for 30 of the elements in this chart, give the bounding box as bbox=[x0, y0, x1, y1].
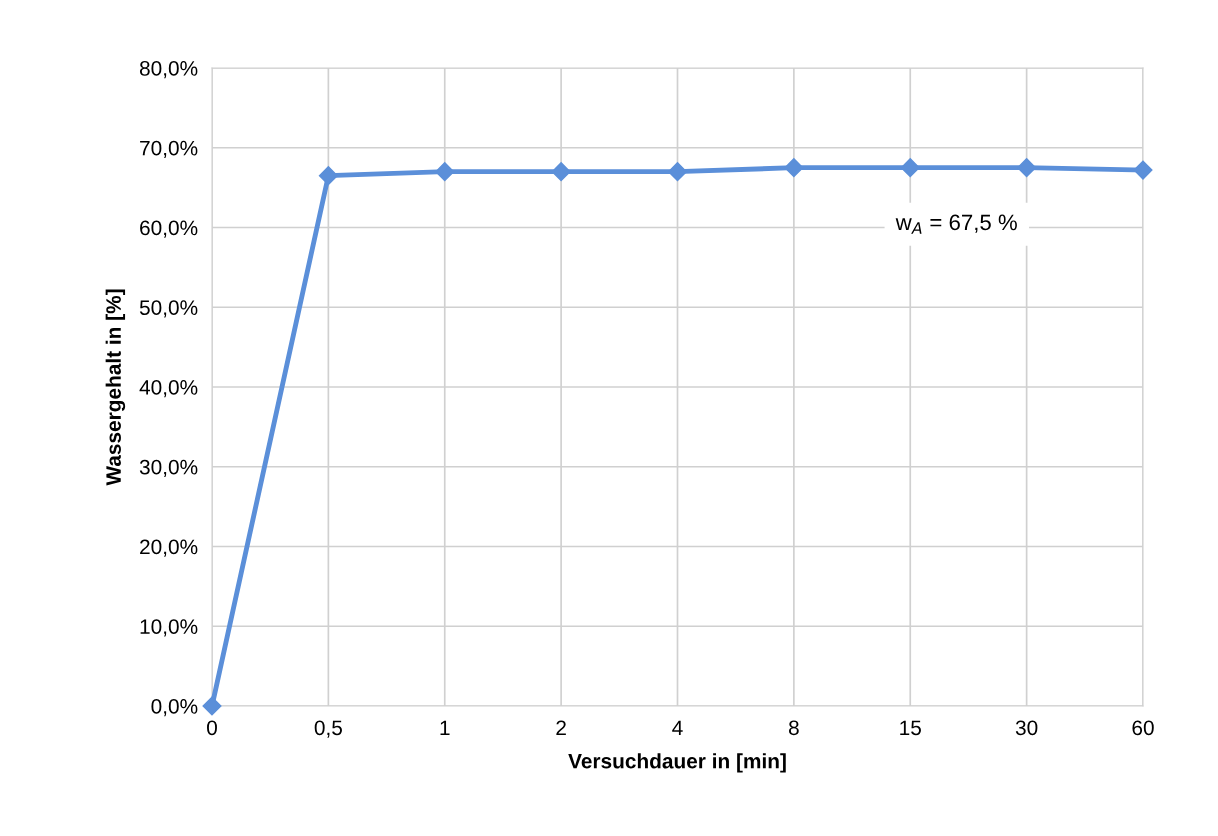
x-tick-label: 2 bbox=[556, 720, 566, 735]
x-tick-label: 1 bbox=[440, 720, 450, 735]
x-axis-title: Versuchdauer in [min] bbox=[568, 753, 786, 773]
point bbox=[667, 162, 688, 182]
y-tick-label: 30,0% bbox=[139, 459, 198, 477]
point bbox=[435, 162, 455, 182]
x-tick-label: 15 bbox=[900, 720, 921, 736]
x-tick-label: 30 bbox=[1015, 720, 1038, 736]
y-tick-label: 20,0% bbox=[140, 539, 198, 557]
x-tick-label: 4 bbox=[672, 720, 683, 735]
point bbox=[202, 696, 222, 716]
y-tick-label: 50,0% bbox=[139, 300, 198, 318]
y-tick-label: 80,0% bbox=[139, 61, 198, 79]
y-tick-label: 10,0% bbox=[140, 619, 198, 637]
point bbox=[900, 158, 920, 178]
y-tick-label: 0,0% bbox=[151, 699, 198, 717]
point bbox=[551, 162, 571, 182]
y-tick-label: 60,0% bbox=[140, 220, 198, 238]
point bbox=[784, 158, 804, 178]
y-tick-label: 70,0% bbox=[140, 140, 198, 158]
x-tick-label: 0,5 bbox=[314, 720, 342, 738]
x-tick-label: 0 bbox=[207, 720, 217, 736]
point bbox=[1133, 160, 1153, 180]
point bbox=[318, 166, 338, 186]
x-tick-label: 8 bbox=[788, 720, 799, 736]
point bbox=[1017, 158, 1037, 178]
y-tick-label: 40,0% bbox=[139, 380, 198, 398]
y-axis-title: Wassergehalt in [%] bbox=[105, 289, 126, 486]
x-tick-label: 60 bbox=[1132, 720, 1154, 736]
annotation: w$_{A}$ = 67,5 % bbox=[895, 214, 1017, 234]
